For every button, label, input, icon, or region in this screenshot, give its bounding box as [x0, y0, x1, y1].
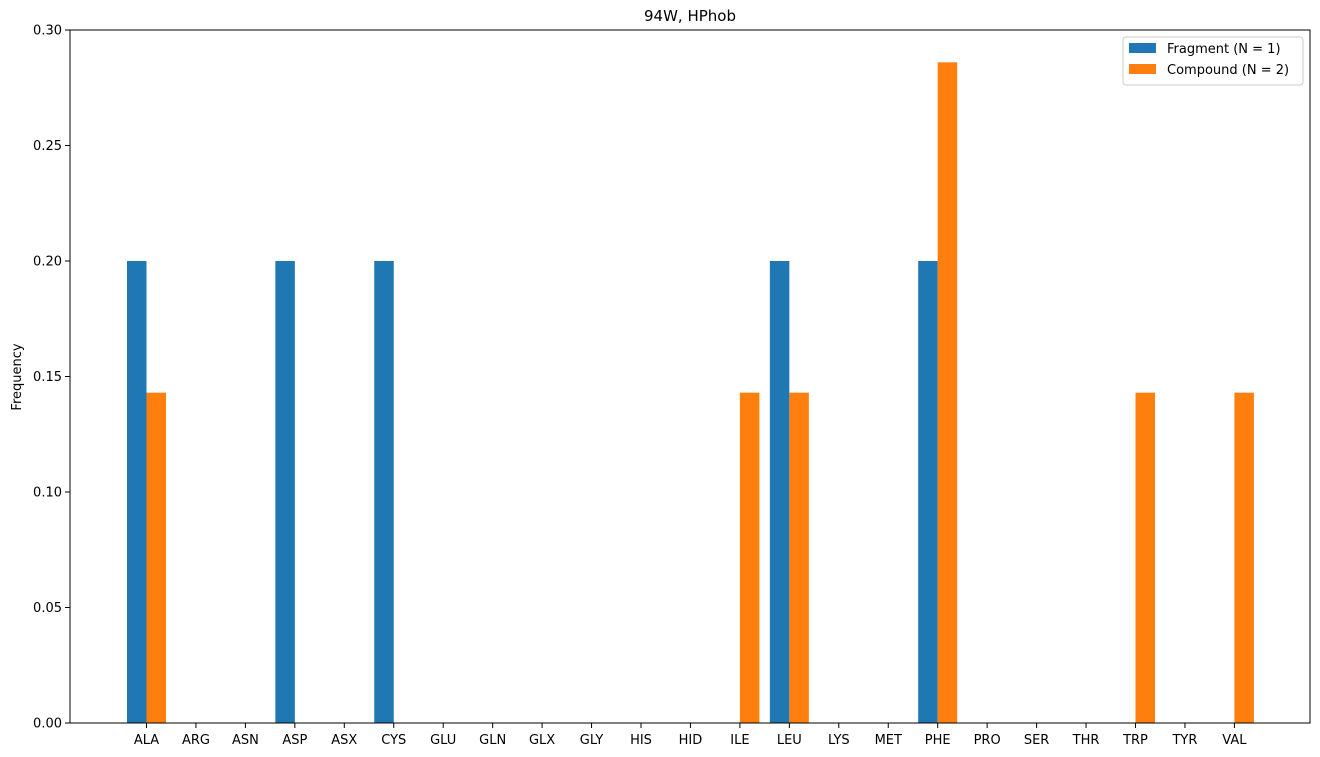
bar-fragment-asp	[275, 261, 295, 723]
legend-box	[1122, 36, 1304, 86]
bar-compound-phe	[937, 62, 958, 723]
x-tick-label: GLY	[580, 733, 604, 748]
legend-swatch-fragment	[1129, 43, 1156, 53]
x-tick-label: ARG	[182, 733, 210, 748]
y-tick-label: 0.15	[33, 370, 62, 385]
y-tick-label: 0.25	[33, 139, 62, 154]
x-tick-label: VAL	[1222, 733, 1247, 748]
x-tick-label: HID	[679, 733, 703, 748]
x-tick-label: MET	[875, 733, 902, 748]
chart-title: 94W, HPhob	[644, 7, 736, 25]
legend-label-fragment: Fragment (N = 1)	[1167, 42, 1281, 57]
y-axis: 0.00 0.05 0.10 0.15 0.20 0.25 0.30	[33, 24, 70, 732]
x-tick-label: HIS	[630, 733, 652, 748]
x-tick-label: LEU	[777, 733, 802, 748]
x-tick-label: ASP	[282, 733, 307, 748]
y-tick-label: 0.05	[33, 601, 62, 616]
bar-fragment-phe	[918, 261, 938, 723]
x-tick-label: GLU	[430, 733, 456, 748]
x-axis: ALA ARG ASN ASP ASX CYS GLU GLN GLX GLY HIS HID ILE L…	[134, 723, 1247, 748]
x-tick-label: CYS	[381, 733, 406, 748]
bar-compound-ala	[146, 392, 166, 723]
x-tick-label: THR	[1072, 733, 1100, 748]
x-tick-label: ILE	[730, 733, 749, 748]
y-tick-label: 0.10	[33, 486, 62, 501]
x-tick-label: ASX	[331, 733, 357, 748]
bar-compound-trp	[1135, 392, 1155, 723]
bar-fragment-leu	[769, 261, 790, 723]
x-tick-label: PHE	[925, 733, 951, 748]
x-tick-label: LYS	[828, 733, 850, 748]
y-tick-label: 0.30	[33, 24, 62, 39]
x-tick-label: GLN	[479, 733, 506, 748]
legend-swatch-compound	[1129, 64, 1156, 74]
legend: Fragment (N = 1) Compound (N = 2)	[1122, 36, 1304, 86]
x-tick-label: SER	[1024, 733, 1050, 748]
y-tick-label: 0.20	[33, 255, 62, 270]
legend-label-compound: Compound (N = 2)	[1167, 63, 1289, 78]
bar-compound-ile	[739, 392, 760, 723]
bar-fragment-cys	[374, 261, 394, 723]
x-tick-label: PRO	[974, 733, 1001, 748]
y-tick-label: 0.00	[33, 717, 62, 732]
x-tick-label: TYR	[1171, 733, 1197, 748]
x-tick-label: GLX	[529, 733, 555, 748]
y-axis-label: Frequency	[10, 343, 25, 410]
bars-group	[127, 62, 1254, 723]
bar-fragment-ala	[127, 261, 147, 723]
plot-frame	[69, 29, 1311, 724]
x-tick-label: ALA	[134, 733, 159, 748]
bar-compound-val	[1234, 392, 1254, 723]
x-tick-label: TRP	[1122, 733, 1148, 748]
x-tick-label: ASN	[232, 733, 259, 748]
bar-compound-leu	[789, 392, 809, 723]
